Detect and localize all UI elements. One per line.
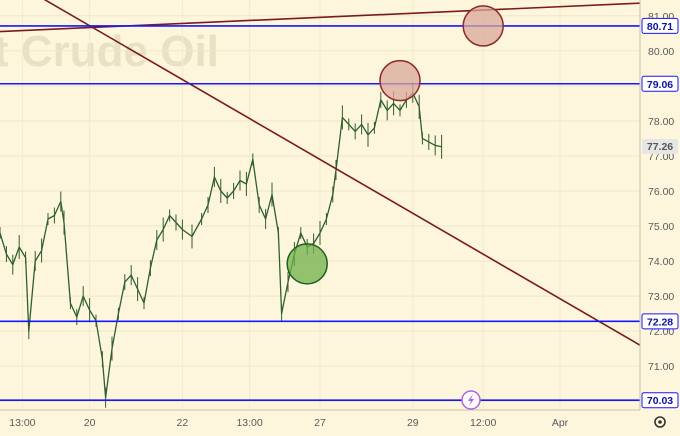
last-price-text: 77.26: [647, 141, 673, 153]
trend-lines: [0, 0, 641, 346]
settings-button[interactable]: [654, 416, 666, 428]
time-axis[interactable]: 13:00 20 22 13:00 27 29 12:00 Apr: [9, 417, 568, 429]
price-line: [0, 92, 442, 399]
price-tick-label: 71.00: [648, 361, 674, 373]
grid-lines: [0, 0, 640, 410]
trend-line-descending[interactable]: [0, 0, 641, 346]
level-value: 70.03: [647, 395, 673, 407]
level-badge: [641, 75, 679, 92]
horizontal-levels: [0, 25, 640, 401]
time-tick-label: 22: [177, 417, 189, 429]
time-tick-label: 13:00: [9, 417, 35, 429]
price-series: [0, 82, 443, 408]
price-tick-label: 76.00: [648, 186, 674, 198]
time-tick-label: 20: [84, 417, 96, 429]
lightning-bolt-icon: [468, 394, 474, 406]
level-badge: [641, 392, 679, 409]
level-value: 72.28: [647, 316, 673, 328]
highlight-circle[interactable]: [462, 5, 504, 47]
time-tick-label: 27: [314, 417, 326, 429]
time-tick-label: Apr: [552, 417, 569, 429]
highlight-circle[interactable]: [286, 243, 328, 285]
level-badge: [641, 313, 679, 330]
price-tick-label: 75.00: [648, 221, 674, 233]
price-tick-label: 80.00: [648, 46, 674, 58]
level-value: 80.71: [647, 21, 673, 33]
gear-center-icon: [658, 420, 662, 424]
level-badge: [641, 17, 679, 34]
last-price-badge: [642, 139, 678, 154]
trend-line-upper[interactable]: [0, 2, 641, 33]
level-value: 79.06: [647, 79, 673, 91]
highlight-circle[interactable]: [379, 59, 421, 102]
time-tick-label: 13:00: [236, 417, 262, 429]
symbol-watermark: t Crude Oil: [0, 27, 219, 76]
price-tick-label: 78.00: [648, 116, 674, 128]
price-tag: 77.26: [642, 139, 678, 154]
highlight-circles: [286, 5, 504, 285]
gear-icon[interactable]: [654, 416, 666, 428]
time-tick-label: 29: [407, 417, 419, 429]
price-tick-label: 73.00: [648, 291, 674, 303]
price-tick-label: 74.00: [648, 256, 674, 268]
events-button[interactable]: [461, 390, 481, 410]
time-tick-label: 12:00: [470, 417, 496, 429]
level-labels: 80.71 79.06 72.28 70.03: [641, 17, 679, 409]
